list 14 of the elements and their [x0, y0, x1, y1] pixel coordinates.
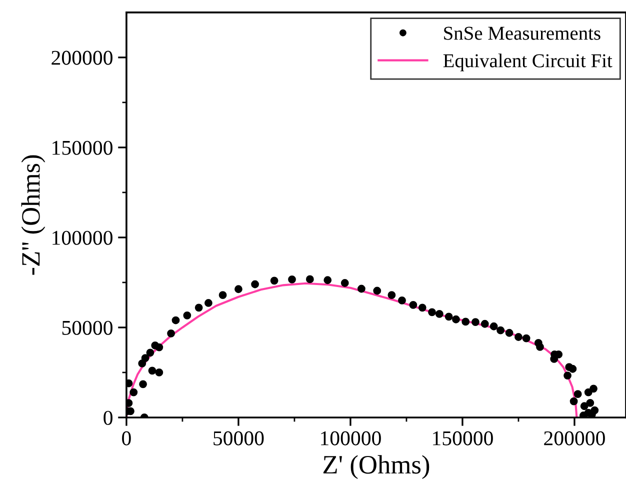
y-tick-label: 150000 — [52, 140, 112, 155]
y-axis-title: -Z'' (Ohms) — [21, 155, 46, 275]
x-tick-label: 150000 — [433, 431, 493, 446]
legend-label: Equivalent Circuit Fit — [443, 54, 612, 72]
y-tick-label: 100000 — [52, 230, 112, 245]
y-tick-label: 200000 — [52, 50, 112, 65]
x-tick-label: 0 — [122, 431, 131, 446]
x-axis-title: Z' (Ohms) — [323, 455, 430, 480]
y-tick-label: 50000 — [62, 320, 112, 335]
legend-label: SnSe Measurements — [444, 26, 600, 40]
x-tick-label: 100000 — [321, 431, 381, 446]
y-tick-label: 0 — [104, 410, 112, 425]
x-tick-label: 200000 — [544, 431, 605, 446]
x-tick-label: 50000 — [214, 431, 264, 446]
